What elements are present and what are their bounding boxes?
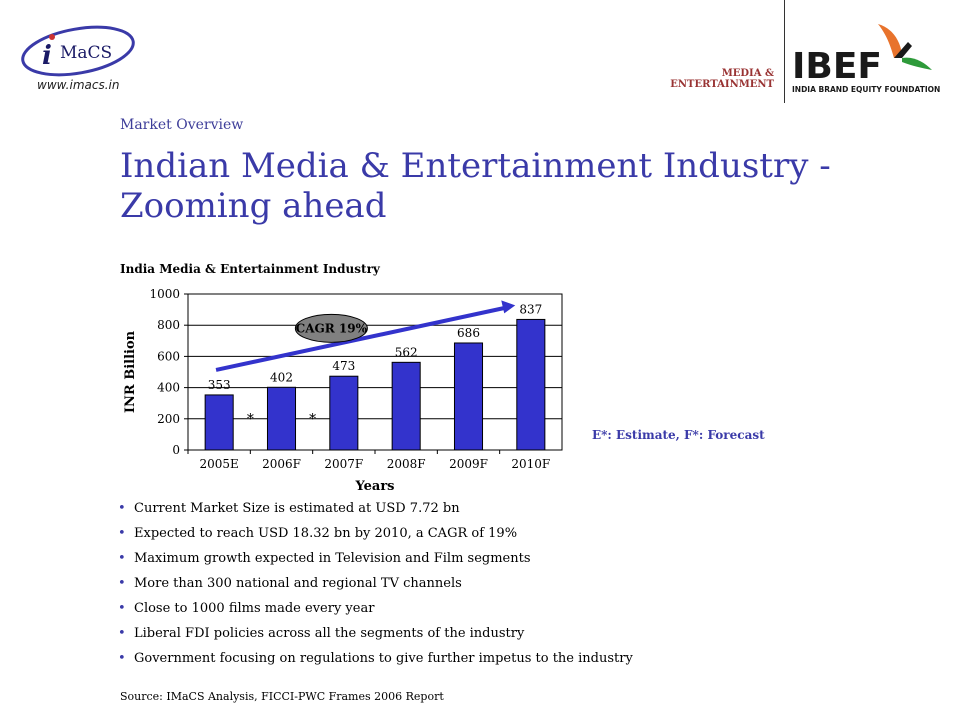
y-tick-label: 0 <box>172 443 180 457</box>
y-tick-label: 800 <box>157 318 180 332</box>
bullet-item: • Liberal FDI policies across all the seg… <box>118 621 633 646</box>
x-tick-label: 2008F <box>387 457 426 471</box>
cagr-arrow-head <box>501 300 516 314</box>
data-label: 473 <box>332 359 355 373</box>
ibef-subtitle: INDIA BRAND EQUITY FOUNDATION <box>792 85 940 94</box>
x-tick-label: 2006F <box>262 457 301 471</box>
bird-wing-orange <box>878 24 902 58</box>
header-divider <box>784 0 785 103</box>
bar <box>391 361 421 451</box>
x-tick-label: 2007F <box>324 457 363 471</box>
section-tag-line2: ENTERTAINMENT <box>670 79 774 90</box>
plot-frame <box>187 293 563 451</box>
data-label: 562 <box>395 345 418 359</box>
ibef-text: IBEF <box>792 46 882 87</box>
bullet-dot: • <box>118 501 126 516</box>
logo-i: i <box>42 41 52 71</box>
bullet-item: • More than 300 national and regional TV … <box>118 571 633 596</box>
section-tag-line1: MEDIA & <box>721 68 774 79</box>
bullet-dot: • <box>118 651 126 666</box>
bullet-item: • Current Market Size is estimated at USD… <box>118 496 633 521</box>
bird-body <box>894 42 912 58</box>
bullet-text: Close to 1000 films made every year <box>134 601 375 616</box>
y-axis-title: INR Billion <box>123 330 138 413</box>
bullet-dot: • <box>118 601 126 616</box>
bullet-text: Government focusing on regulations to gi… <box>134 651 633 666</box>
cagr-trend-line <box>215 305 508 372</box>
bullet-text: Maximum growth expected in Television an… <box>134 551 531 566</box>
data-label: 353 <box>208 378 231 392</box>
chart-title: India Media & Entertainment Industry <box>120 262 380 276</box>
y-tick-label: 600 <box>157 349 180 363</box>
bullet-dot: • <box>118 626 126 641</box>
bullet-text: More than 300 national and regional TV c… <box>134 576 462 591</box>
bullet-item: • Expected to reach USD 18.32 bn by 2010,… <box>118 521 633 546</box>
ibef-logo: IBEF INDIA BRAND EQUITY FOUNDATION <box>790 18 940 102</box>
section-tag: MEDIA & ENTERTAINMENT <box>640 68 774 90</box>
y-tick-label: 1000 <box>149 287 180 301</box>
source-note: Source: IMaCS Analysis, FICCI-PWC Frames… <box>120 690 444 703</box>
bullet-dot: • <box>118 576 126 591</box>
cagr-bubble <box>294 313 368 343</box>
bullet-dot: • <box>118 551 126 566</box>
x-tick-label: 2009F <box>449 457 488 471</box>
asterisk-marker: * <box>309 411 316 427</box>
bar <box>516 318 546 451</box>
x-axis-title: Years <box>354 479 394 494</box>
page-title: Indian Media & Entertainment Industry - … <box>120 146 831 226</box>
data-label: 837 <box>519 302 542 316</box>
asterisk-marker: * <box>247 411 254 427</box>
bullet-item: • Close to 1000 films made every year <box>118 596 633 621</box>
bullet-text: Current Market Size is estimated at USD … <box>134 501 460 516</box>
x-tick-label: 2005E <box>200 457 239 471</box>
data-label: 402 <box>270 370 293 384</box>
bullet-text: Liberal FDI policies across all the segm… <box>134 626 525 641</box>
bar <box>453 342 484 451</box>
y-tick-label: 400 <box>157 381 180 395</box>
bullet-item: • Government focusing on regulations to g… <box>118 646 633 671</box>
cagr-label: CAGR 19% <box>296 321 368 335</box>
bar <box>266 386 297 451</box>
bullet-item: • Maximum growth expected in Television a… <box>118 546 633 571</box>
data-label: 686 <box>457 326 480 340</box>
website-url: www.imacs.in <box>37 78 120 92</box>
bar <box>204 394 234 451</box>
logo-text: MaCS <box>60 43 112 63</box>
y-tick-label: 200 <box>157 412 180 426</box>
section-label: Market Overview <box>120 117 244 133</box>
bullet-dot: • <box>118 526 126 541</box>
bar-chart: 0 200 400 600 800 1000 353 2005E 402 2006F 473 2007… <box>110 280 580 504</box>
bird-wing-green <box>902 57 932 70</box>
x-tick-label: 2010F <box>511 457 550 471</box>
bar <box>329 375 359 451</box>
bullet-list: • Current Market Size is estimated at USD… <box>118 496 633 671</box>
bullet-text: Expected to reach USD 18.32 bn by 2010, … <box>134 526 518 541</box>
estimate-forecast-note: E*: Estimate, F*: Forecast <box>592 428 765 442</box>
imacs-logo: i MaCS <box>16 22 140 84</box>
